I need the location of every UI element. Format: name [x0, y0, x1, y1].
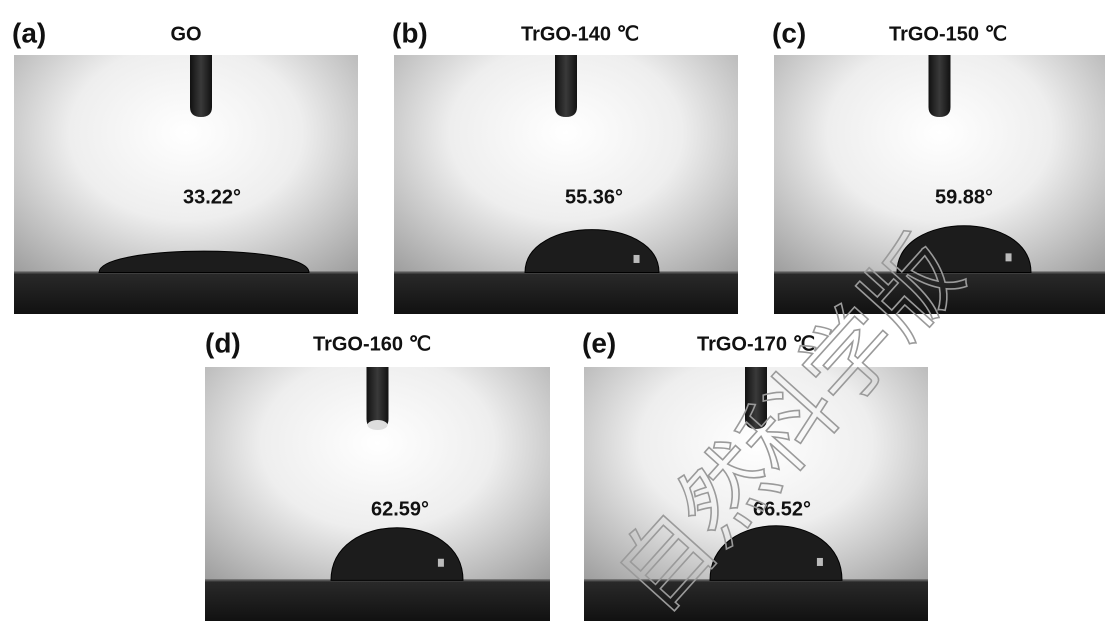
panel-title: TrGO-150 ℃	[889, 23, 1007, 45]
needle	[929, 55, 951, 117]
substrate	[14, 273, 358, 314]
contact-angle: 59.88°	[935, 186, 993, 208]
contact-angle: 62.59°	[371, 498, 429, 520]
figure: (a) GO 33.22° (b) TrGO-140 ℃ 55.36° (c) TrGO-15…	[0, 0, 1108, 621]
needle-drop	[368, 420, 388, 430]
panel-title: TrGO-160 ℃	[313, 333, 431, 355]
panel-label: (e)	[582, 327, 616, 358]
panel: (b) TrGO-140 ℃ 55.36°	[392, 17, 738, 314]
panel-label: (a)	[12, 17, 46, 48]
needle	[367, 367, 389, 429]
contact-angle: 55.36°	[565, 186, 623, 208]
panel-label: (c)	[772, 17, 806, 48]
panel-title: GO	[170, 23, 201, 45]
reflection	[817, 558, 823, 566]
reflection	[634, 255, 640, 263]
needle	[555, 55, 577, 117]
panel: (d) TrGO-160 ℃ 62.59°	[205, 327, 550, 621]
needle	[190, 55, 212, 117]
panel-label: (b)	[392, 17, 428, 48]
reflection	[438, 559, 444, 567]
panel-label: (d)	[205, 327, 241, 358]
reflection	[1006, 253, 1012, 261]
substrate	[394, 273, 738, 314]
contact-angle: 33.22°	[183, 186, 241, 208]
panel-title: TrGO-140 ℃	[521, 23, 639, 45]
substrate	[205, 580, 550, 621]
panel: (a) GO 33.22°	[12, 17, 358, 314]
